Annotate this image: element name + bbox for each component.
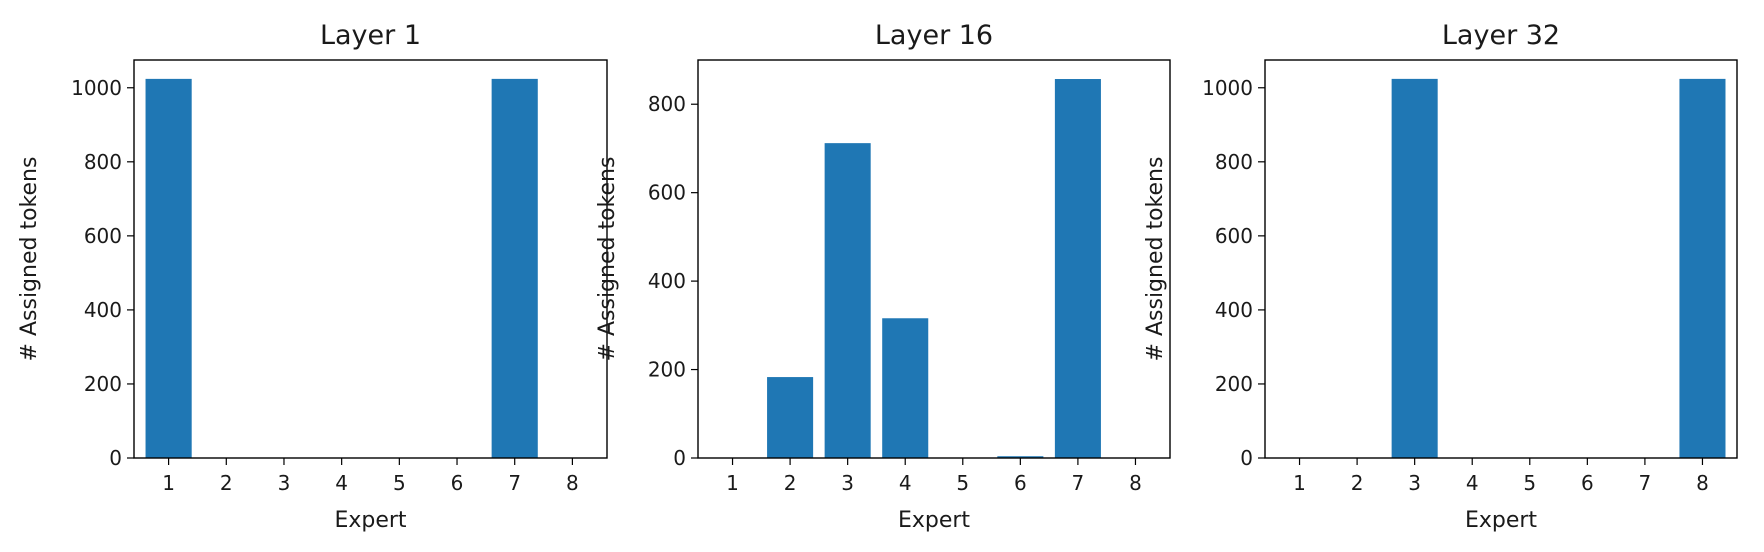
x-tick-label: 8 [566, 471, 579, 495]
x-tick-label: 6 [451, 471, 464, 495]
y-tick-label: 400 [648, 269, 686, 293]
x-tick-label: 2 [220, 471, 233, 495]
bar-expert-6 [997, 456, 1044, 458]
y-tick-label: 1000 [71, 76, 122, 100]
axes-frame [1264, 59, 1738, 459]
x-tick-label: 1 [162, 471, 175, 495]
x-tick-label: 7 [1639, 471, 1652, 495]
x-tick-label: 2 [1351, 471, 1364, 495]
chart-panel-3: 1 2 3 4 5 6 7 8 0 200 400 600 800 1000 Layer 32 Expert #… [1143, 20, 1738, 533]
x-tick-label: 7 [1072, 471, 1085, 495]
x-axis-label: Expert [898, 508, 970, 533]
y-tick-label: 0 [1240, 446, 1253, 470]
x-tick-label: 3 [278, 471, 291, 495]
y-tick-label: 0 [673, 446, 686, 470]
x-tick-label: 6 [1581, 471, 1594, 495]
bar-expert-3 [824, 143, 871, 458]
y-tick-label: 200 [84, 372, 122, 396]
bar-expert-1 [145, 78, 192, 458]
chart-title: Layer 1 [320, 20, 421, 51]
y-tick-label: 400 [1215, 298, 1253, 322]
x-tick-label: 8 [1129, 471, 1142, 495]
y-axis-label: # Assigned tokens [1143, 157, 1168, 362]
x-tick-label: 1 [1293, 471, 1306, 495]
y-tick-label: 600 [1215, 224, 1253, 248]
x-tick-label: 5 [393, 471, 406, 495]
x-tick-label: 3 [1408, 471, 1421, 495]
x-tick-label: 2 [784, 471, 797, 495]
x-tick-label: 4 [1466, 471, 1479, 495]
y-tick-label: 800 [1215, 150, 1253, 174]
chart-panel-1: 1 2 3 4 5 6 7 8 0 200 400 600 800 1000 Layer 1 Expert # … [17, 20, 608, 533]
x-tick-label: 4 [335, 471, 348, 495]
axes-frame [697, 59, 1171, 459]
y-tick-label: 1000 [1202, 76, 1253, 100]
y-tick-label: 200 [648, 358, 686, 382]
bar-expert-2 [767, 377, 814, 458]
x-tick-label: 1 [726, 471, 739, 495]
x-tick-label: 5 [1523, 471, 1536, 495]
x-tick-label: 6 [1014, 471, 1027, 495]
bar-expert-4 [882, 318, 929, 458]
x-tick-label: 5 [956, 471, 969, 495]
y-tick-label: 600 [84, 224, 122, 248]
x-tick-label: 8 [1696, 471, 1709, 495]
y-axis-label: # Assigned tokens [595, 157, 620, 362]
x-axis-label: Expert [1465, 508, 1537, 533]
y-tick-label: 400 [84, 298, 122, 322]
bar-expert-8 [1679, 78, 1726, 458]
bar-expert-7 [491, 78, 538, 458]
y-tick-label: 800 [84, 150, 122, 174]
axes-frame [133, 59, 608, 459]
x-tick-label: 3 [841, 471, 854, 495]
y-tick-label: 0 [109, 446, 122, 470]
chart-title: Layer 32 [1442, 20, 1560, 51]
chart-title: Layer 16 [875, 20, 993, 51]
bar-expert-7 [1054, 79, 1101, 459]
y-axis-label: # Assigned tokens [17, 157, 42, 362]
chart-panel-2: 1 2 3 4 5 6 7 8 0 200 400 600 800 Layer 16 Expert # Ass… [595, 20, 1171, 533]
y-tick-label: 200 [1215, 372, 1253, 396]
x-axis-label: Expert [334, 508, 406, 533]
x-tick-label: 7 [508, 471, 521, 495]
x-tick-label: 4 [899, 471, 912, 495]
y-tick-label: 800 [648, 92, 686, 116]
y-tick-label: 600 [648, 181, 686, 205]
bar-expert-3 [1391, 78, 1438, 458]
